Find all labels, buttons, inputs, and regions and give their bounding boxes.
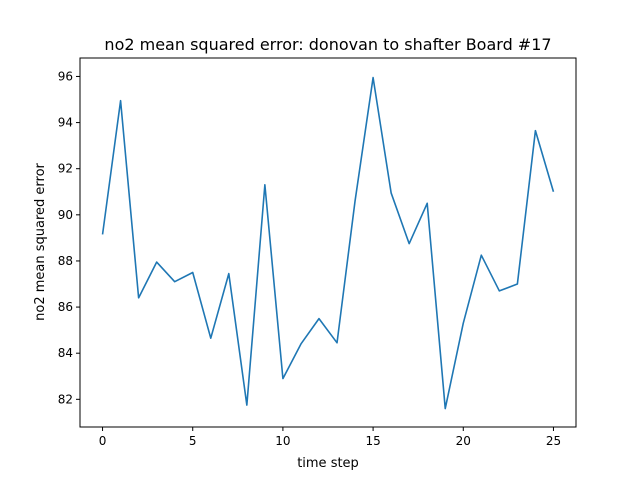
series-layer [101,76,555,410]
x-tick-label: 20 [456,434,471,448]
y-tick-label: 84 [58,346,73,360]
y-tick-label: 88 [58,254,73,268]
x-tick-label: 0 [99,434,107,448]
x-tick-label: 15 [365,434,380,448]
x-tick-label: 25 [546,434,561,448]
y-tick-label: 96 [58,69,73,83]
y-axis-label: no2 mean squared error [33,162,48,320]
y-tick-label: 92 [58,162,73,176]
x-tick-label: 10 [275,434,290,448]
x-axis: 0 5 10 15 20 25 [99,427,561,448]
y-tick-label: 94 [58,116,73,130]
y-tick-label: 86 [58,300,73,314]
series-line [101,76,555,410]
y-tick-label: 90 [58,208,73,222]
chart-title: no2 mean squared error: donovan to shaft… [104,35,551,54]
y-axis: 82 84 86 88 90 92 94 96 [58,69,80,406]
y-tick-label: 82 [58,392,73,406]
x-tick-label: 5 [189,434,197,448]
plot-area-frame [79,57,577,428]
x-axis-label: time step [297,456,359,471]
